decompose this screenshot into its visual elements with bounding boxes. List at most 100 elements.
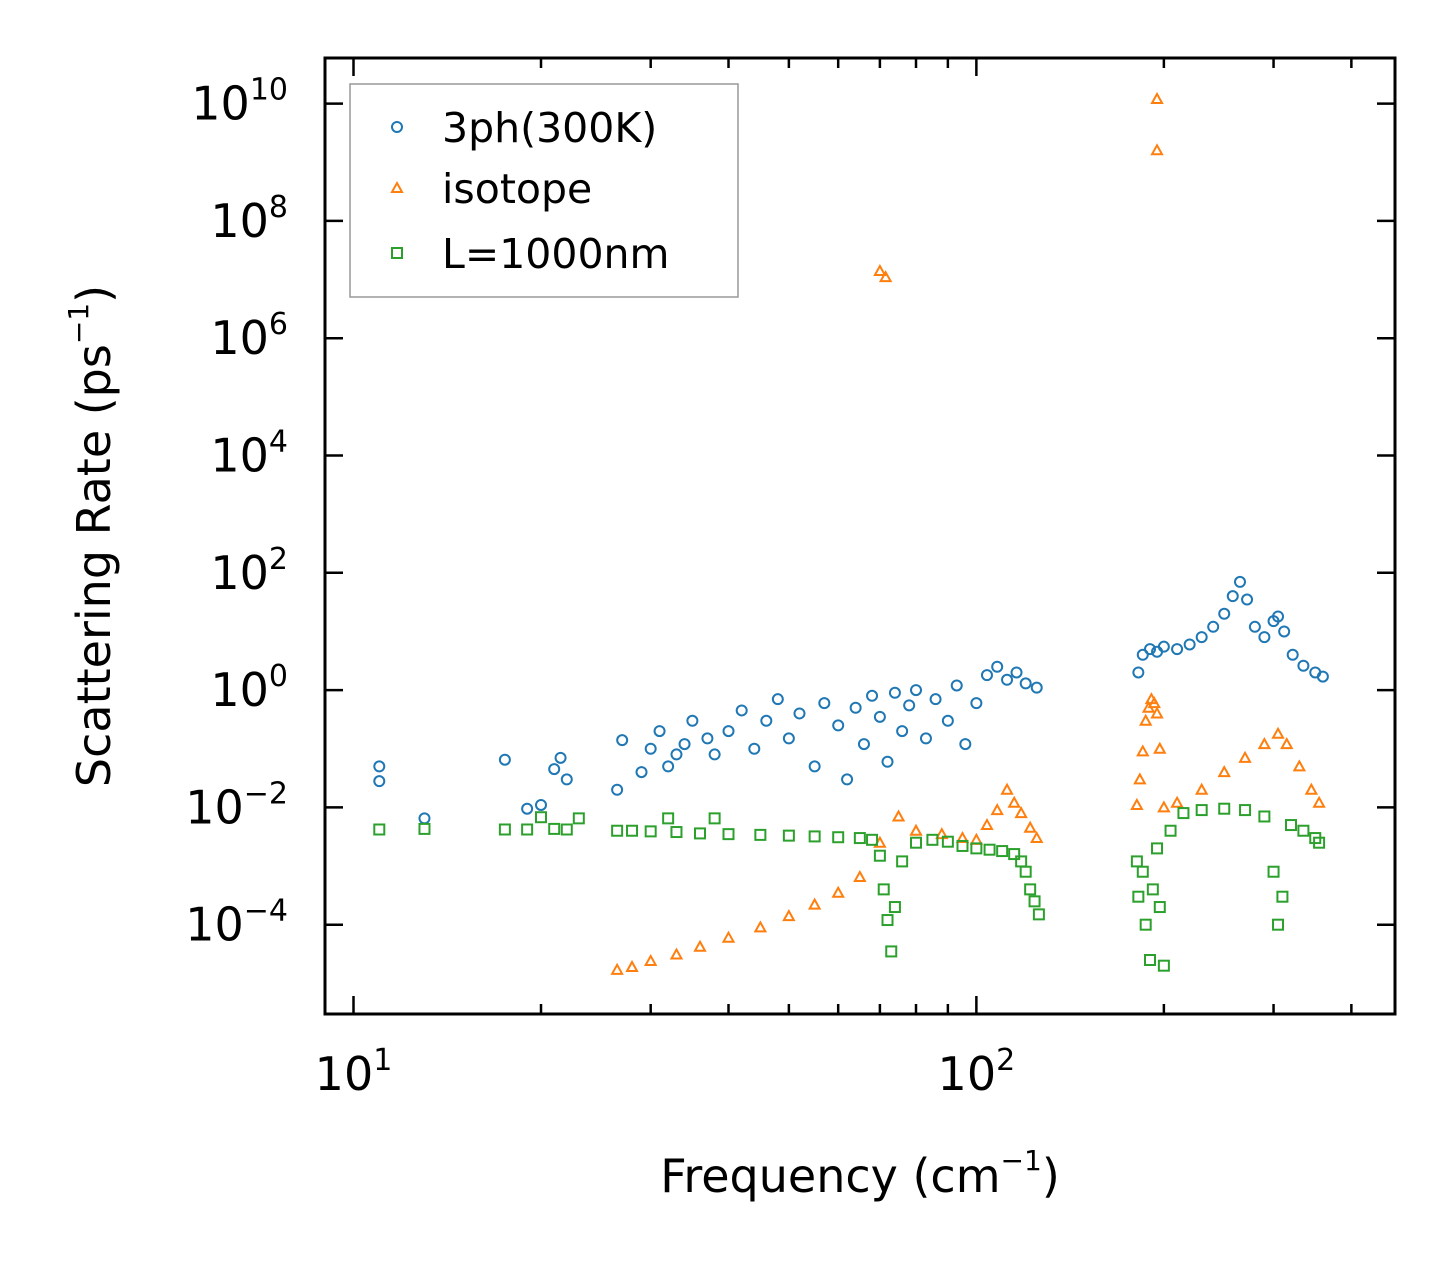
point-isotope bbox=[831, 885, 845, 898]
point-boundary bbox=[1143, 953, 1156, 966]
point-3ph bbox=[896, 725, 909, 738]
point-3ph bbox=[1132, 666, 1145, 679]
point-boundary bbox=[970, 842, 983, 855]
point-3ph bbox=[1157, 640, 1170, 653]
point-3ph bbox=[808, 760, 821, 773]
point-boundary bbox=[910, 836, 923, 849]
point-boundary bbox=[1151, 842, 1164, 855]
point-isotope bbox=[693, 939, 707, 952]
point-isotope bbox=[1150, 143, 1164, 156]
point-isotope bbox=[1194, 782, 1209, 795]
point-isotope bbox=[1007, 795, 1021, 808]
point-boundary bbox=[611, 824, 624, 837]
point-3ph bbox=[611, 783, 624, 796]
point-isotope bbox=[909, 823, 923, 836]
y-tick-label: 1010 bbox=[191, 73, 288, 131]
point-3ph bbox=[818, 697, 831, 710]
point-boundary bbox=[1276, 890, 1289, 903]
point-isotope bbox=[1030, 831, 1044, 844]
point-isotope bbox=[1153, 741, 1167, 754]
point-boundary bbox=[782, 829, 795, 842]
point-boundary bbox=[877, 883, 890, 896]
y-tick-label: 10−4 bbox=[185, 894, 288, 952]
point-3ph bbox=[1297, 659, 1310, 672]
point-boundary bbox=[1130, 855, 1143, 868]
x-tick-label: 102 bbox=[938, 1043, 1016, 1101]
point-isotope bbox=[990, 803, 1004, 816]
point-isotope bbox=[1170, 795, 1184, 808]
point-3ph bbox=[1248, 620, 1261, 633]
point-3ph bbox=[991, 660, 1004, 673]
point-isotope bbox=[1280, 737, 1294, 750]
point-isotope bbox=[1000, 782, 1014, 795]
point-isotope bbox=[643, 953, 658, 967]
point-3ph bbox=[521, 802, 534, 815]
point-3ph bbox=[970, 697, 983, 710]
point-3ph bbox=[888, 686, 901, 699]
point-3ph bbox=[1171, 643, 1184, 656]
point-3ph bbox=[941, 714, 954, 727]
legend-marker-3ph bbox=[391, 121, 403, 133]
legend-label-isotope: isotope bbox=[442, 165, 592, 213]
point-boundary bbox=[956, 839, 969, 852]
point-3ph bbox=[735, 704, 748, 717]
point-3ph bbox=[635, 766, 648, 779]
x-tick-label: 101 bbox=[315, 1043, 393, 1101]
point-3ph bbox=[1019, 677, 1032, 690]
point-isotope bbox=[1271, 726, 1285, 739]
point-boundary bbox=[1218, 802, 1231, 815]
point-3ph bbox=[1143, 643, 1156, 656]
point-3ph bbox=[670, 748, 683, 761]
point-3ph bbox=[560, 773, 573, 786]
point-3ph bbox=[857, 738, 870, 751]
point-isotope bbox=[878, 270, 893, 283]
point-3ph bbox=[980, 669, 993, 682]
point-boundary bbox=[535, 811, 548, 824]
point-isotope bbox=[807, 897, 822, 910]
point-3ph bbox=[873, 710, 886, 723]
point-boundary bbox=[1195, 804, 1208, 817]
point-boundary bbox=[644, 825, 657, 838]
point-boundary bbox=[885, 945, 898, 958]
point-boundary bbox=[808, 830, 821, 843]
point-isotope bbox=[1304, 782, 1319, 795]
point-isotope bbox=[935, 827, 949, 840]
point-boundary bbox=[832, 831, 845, 844]
point-boundary bbox=[1164, 824, 1177, 837]
point-3ph bbox=[373, 760, 386, 773]
point-3ph bbox=[1233, 575, 1246, 588]
point-boundary bbox=[754, 828, 767, 841]
point-boundary bbox=[572, 812, 585, 825]
point-3ph bbox=[881, 755, 894, 768]
point-3ph bbox=[782, 732, 795, 745]
point-3ph bbox=[1010, 666, 1023, 679]
point-3ph bbox=[1286, 648, 1299, 661]
point-boundary bbox=[1313, 836, 1326, 849]
point-isotope bbox=[1133, 772, 1147, 785]
point-boundary bbox=[1136, 865, 1149, 878]
point-3ph bbox=[1258, 631, 1271, 644]
point-3ph bbox=[1136, 648, 1149, 661]
point-isotope bbox=[1312, 795, 1326, 808]
point-3ph bbox=[1241, 593, 1254, 606]
point-boundary bbox=[853, 832, 866, 845]
point-isotope bbox=[891, 809, 906, 822]
point-boundary bbox=[498, 823, 511, 836]
point-isotope bbox=[1130, 797, 1144, 810]
point-isotope bbox=[1238, 750, 1252, 763]
point-boundary bbox=[1024, 883, 1037, 896]
point-3ph bbox=[678, 738, 691, 751]
point-boundary bbox=[888, 901, 901, 914]
point-3ph bbox=[841, 773, 854, 786]
point-boundary bbox=[521, 823, 534, 836]
point-3ph bbox=[1272, 610, 1285, 623]
y-tick-label: 10−2 bbox=[185, 776, 288, 834]
point-isotope bbox=[625, 959, 639, 972]
point-isotope bbox=[1292, 759, 1307, 772]
point-isotope bbox=[873, 263, 887, 277]
legend-label-3ph: 3ph(300K) bbox=[442, 104, 657, 152]
point-boundary bbox=[1272, 918, 1285, 931]
point-3ph bbox=[1195, 631, 1208, 644]
point-3ph bbox=[548, 763, 561, 776]
